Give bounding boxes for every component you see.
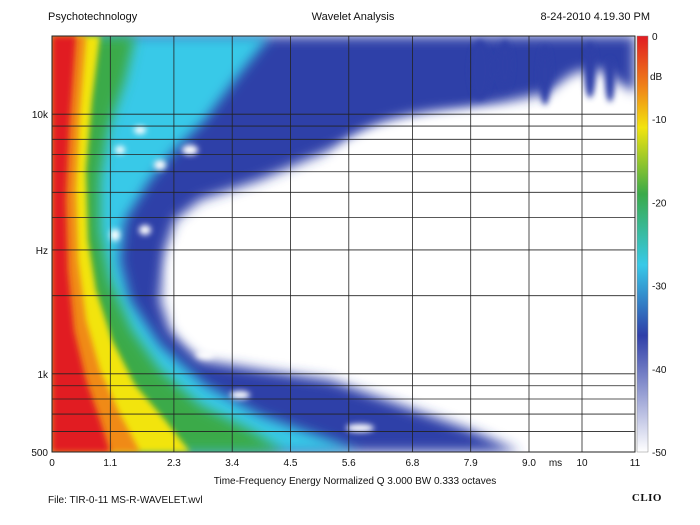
x-tick-label: ms (549, 458, 562, 469)
plot-frame (51, 35, 636, 453)
y-tick-label: 10k (32, 110, 49, 121)
colorbar (636, 35, 649, 453)
header-app-name: Psychotechnology (48, 11, 138, 23)
file-label: File: TIR-0-11 MS-R-WAVELET.wvl (48, 495, 203, 506)
x-tick-label: 10 (576, 458, 588, 469)
colorbar-axis: 0 -10 -20 -30 -40 -50 (652, 32, 667, 459)
energy-region-blue (52, 36, 635, 452)
colorbar-tick-label: -10 (652, 115, 667, 126)
x-tick-label: 6.8 (405, 458, 419, 469)
header-timestamp: 8-24-2010 4.19.30 PM (540, 11, 650, 23)
colorbar-unit-label: dB (650, 72, 663, 83)
blue-streaks-top (470, 40, 615, 105)
x-tick-label: 1.1 (103, 458, 117, 469)
x-axis: 0 1.1 2.3 3.4 4.5 5.6 6.8 7.9 9.0 ms 10 11 (49, 458, 640, 469)
colorbar-tick-label: -20 (652, 198, 667, 209)
colorbar-tick-label: -50 (652, 448, 667, 459)
y-tick-label: 500 (31, 448, 48, 459)
energy-map (52, 36, 635, 452)
y-tick-label: Hz (36, 246, 48, 257)
colorbar-tick-label: -40 (652, 365, 667, 376)
y-tick-label: 1k (37, 370, 49, 381)
x-tick-label: 7.9 (464, 458, 478, 469)
x-tick-label: 3.4 (225, 458, 239, 469)
x-tick-label: 5.6 (342, 458, 356, 469)
white-speckles (110, 126, 374, 432)
brand-logo: CLIO (631, 492, 662, 504)
x-tick-label: 4.5 (284, 458, 298, 469)
colorbar-tick-label: 0 (652, 32, 658, 43)
x-tick-label: 2.3 (167, 458, 181, 469)
x-tick-label: 9.0 (522, 458, 536, 469)
chart-subtitle: Time-Frequency Energy Normalized Q 3.000… (213, 476, 497, 487)
energy-region-red (52, 36, 110, 452)
white-cavities (170, 70, 635, 420)
x-tick-label: 11 (630, 458, 641, 469)
chart-title: Wavelet Analysis (311, 11, 395, 23)
x-tick-label: 0 (49, 458, 55, 469)
y-axis: 10k Hz 1k 500 (31, 110, 49, 459)
colorbar-tick-label: -30 (652, 282, 667, 293)
